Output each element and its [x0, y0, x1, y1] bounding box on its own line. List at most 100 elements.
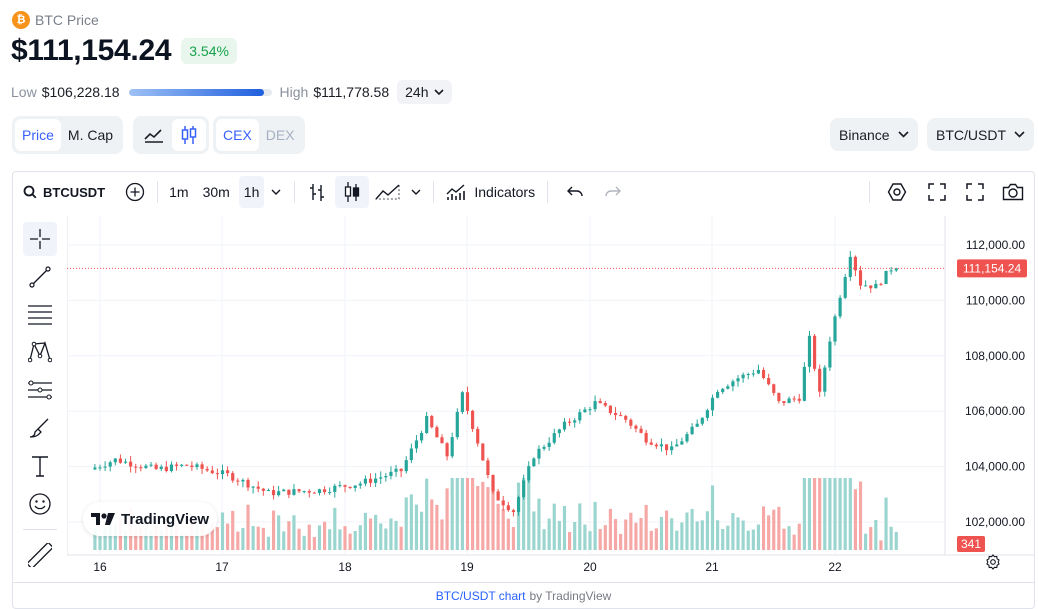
emoji-tool[interactable]: [23, 487, 57, 521]
volume-bar: [731, 513, 735, 550]
candle-body: [695, 423, 699, 427]
volume-bar: [807, 478, 812, 550]
volume-bar: [231, 510, 235, 550]
volume-bar: [721, 529, 725, 550]
candle-body: [889, 270, 893, 272]
candle-body: [190, 465, 194, 468]
symbol-search-button[interactable]: BTCUSDT: [13, 176, 111, 208]
candle-body: [476, 428, 480, 444]
low-label: Low: [11, 84, 37, 100]
exchange-dropdown[interactable]: Binance: [830, 118, 918, 151]
pattern-tool[interactable]: [23, 335, 57, 369]
chart-plot-area[interactable]: 112,000.00 110,000.00 108,000.00 106,000.00…: [66, 216, 1034, 581]
axis-settings-button[interactable]: [985, 554, 1001, 575]
volume-bar: [802, 478, 806, 550]
volume-bar: [884, 497, 888, 550]
chart-source-link[interactable]: BTC/USDT chart: [435, 588, 526, 603]
candle-body: [348, 486, 352, 488]
candles-style-button[interactable]: [335, 176, 370, 208]
maximize-button[interactable]: [958, 176, 992, 208]
chart-style-menu-button[interactable]: [405, 176, 427, 208]
smiley-icon: [29, 493, 51, 515]
maximize-icon: [966, 183, 984, 201]
candle-body: [154, 464, 158, 470]
text-tool[interactable]: [23, 449, 57, 483]
volume-bar: [608, 508, 612, 550]
volume-bar: [123, 530, 128, 550]
price-range: Low $106,228.18 High $111,778.58 24h: [11, 80, 453, 104]
fib-tool[interactable]: [23, 297, 57, 331]
fullscreen-button[interactable]: [920, 176, 954, 208]
volume-bar: [261, 527, 265, 550]
candle-body: [751, 373, 755, 375]
volume-bar: [562, 505, 567, 550]
candle-body: [705, 410, 709, 418]
volume-bar: [573, 521, 577, 550]
period-dropdown[interactable]: 24h: [397, 80, 453, 104]
tab-cex[interactable]: CEX: [216, 119, 259, 151]
candle-body: [756, 369, 761, 374]
candle-body: [460, 392, 464, 412]
prediction-tool[interactable]: [23, 373, 57, 407]
volume-bar: [874, 519, 878, 550]
volume-bar: [889, 526, 893, 550]
volume-bar: [323, 521, 327, 550]
camera-icon: [1002, 183, 1024, 201]
undo-button[interactable]: [558, 176, 592, 208]
redo-button[interactable]: [596, 176, 630, 208]
snapshot-button[interactable]: [996, 176, 1030, 208]
timeframe-1m[interactable]: 1m: [169, 184, 189, 200]
x-tick-label: 19: [460, 560, 474, 574]
candle-body: [317, 489, 322, 494]
toolbar-divider: [869, 181, 870, 203]
volume-bar: [220, 512, 225, 550]
tradingview-watermark[interactable]: TradingView: [83, 502, 218, 536]
candle-body: [496, 491, 500, 501]
tab-dex[interactable]: DEX: [265, 127, 295, 143]
volume-bar: [603, 525, 607, 550]
volume-bar: [756, 524, 761, 550]
ruler-tool[interactable]: [23, 538, 57, 572]
area-style-button[interactable]: [371, 176, 405, 208]
candle-body: [716, 391, 720, 398]
add-circle-icon: [125, 182, 145, 202]
settings-button[interactable]: [880, 176, 914, 208]
chart-type-toggle: [133, 116, 209, 154]
volume-bar: [363, 512, 367, 550]
candle-body: [246, 479, 250, 488]
volume-bar: [139, 527, 143, 550]
volume-bar: [552, 503, 556, 550]
candle-body: [129, 461, 133, 467]
volume-bar: [506, 518, 510, 550]
line-chart-button[interactable]: [136, 119, 172, 151]
timeframe-1h[interactable]: 1h: [238, 176, 265, 208]
y-tick-label: 112,000.00: [966, 238, 1025, 252]
price-chart-svg: 112,000.00 110,000.00 108,000.00 106,000.00…: [66, 216, 1034, 574]
pair-dropdown[interactable]: BTC/USDT: [927, 118, 1034, 151]
tab-market-cap[interactable]: M. Cap: [67, 127, 114, 143]
crosshair-tool[interactable]: [23, 222, 57, 256]
timeframe-30m[interactable]: 30m: [202, 184, 230, 200]
candle-body: [787, 398, 791, 404]
candle-chart-button[interactable]: [172, 119, 206, 151]
candle-body: [746, 374, 750, 376]
trend-line-tool[interactable]: [23, 260, 57, 294]
volume-bar: [236, 531, 240, 550]
volume-bar: [522, 478, 526, 550]
brush-tool[interactable]: [23, 411, 57, 445]
volume-bar: [741, 520, 745, 550]
volume-bar: [761, 506, 766, 550]
compare-symbol-button[interactable]: [119, 176, 151, 208]
volume-bar: [271, 510, 276, 550]
chevron-down-icon: [434, 89, 445, 95]
timeframe-menu-button[interactable]: [264, 176, 288, 208]
candle-body: [833, 316, 837, 342]
candle-body: [353, 485, 357, 488]
indicators-button[interactable]: Indicators: [440, 176, 541, 208]
chevron-down-icon: [898, 131, 909, 138]
candle-body: [522, 480, 526, 498]
volume-bar: [215, 527, 219, 550]
bars-style-button[interactable]: [301, 176, 333, 208]
candlestick-icon: [345, 182, 360, 202]
tab-price[interactable]: Price: [15, 119, 61, 151]
